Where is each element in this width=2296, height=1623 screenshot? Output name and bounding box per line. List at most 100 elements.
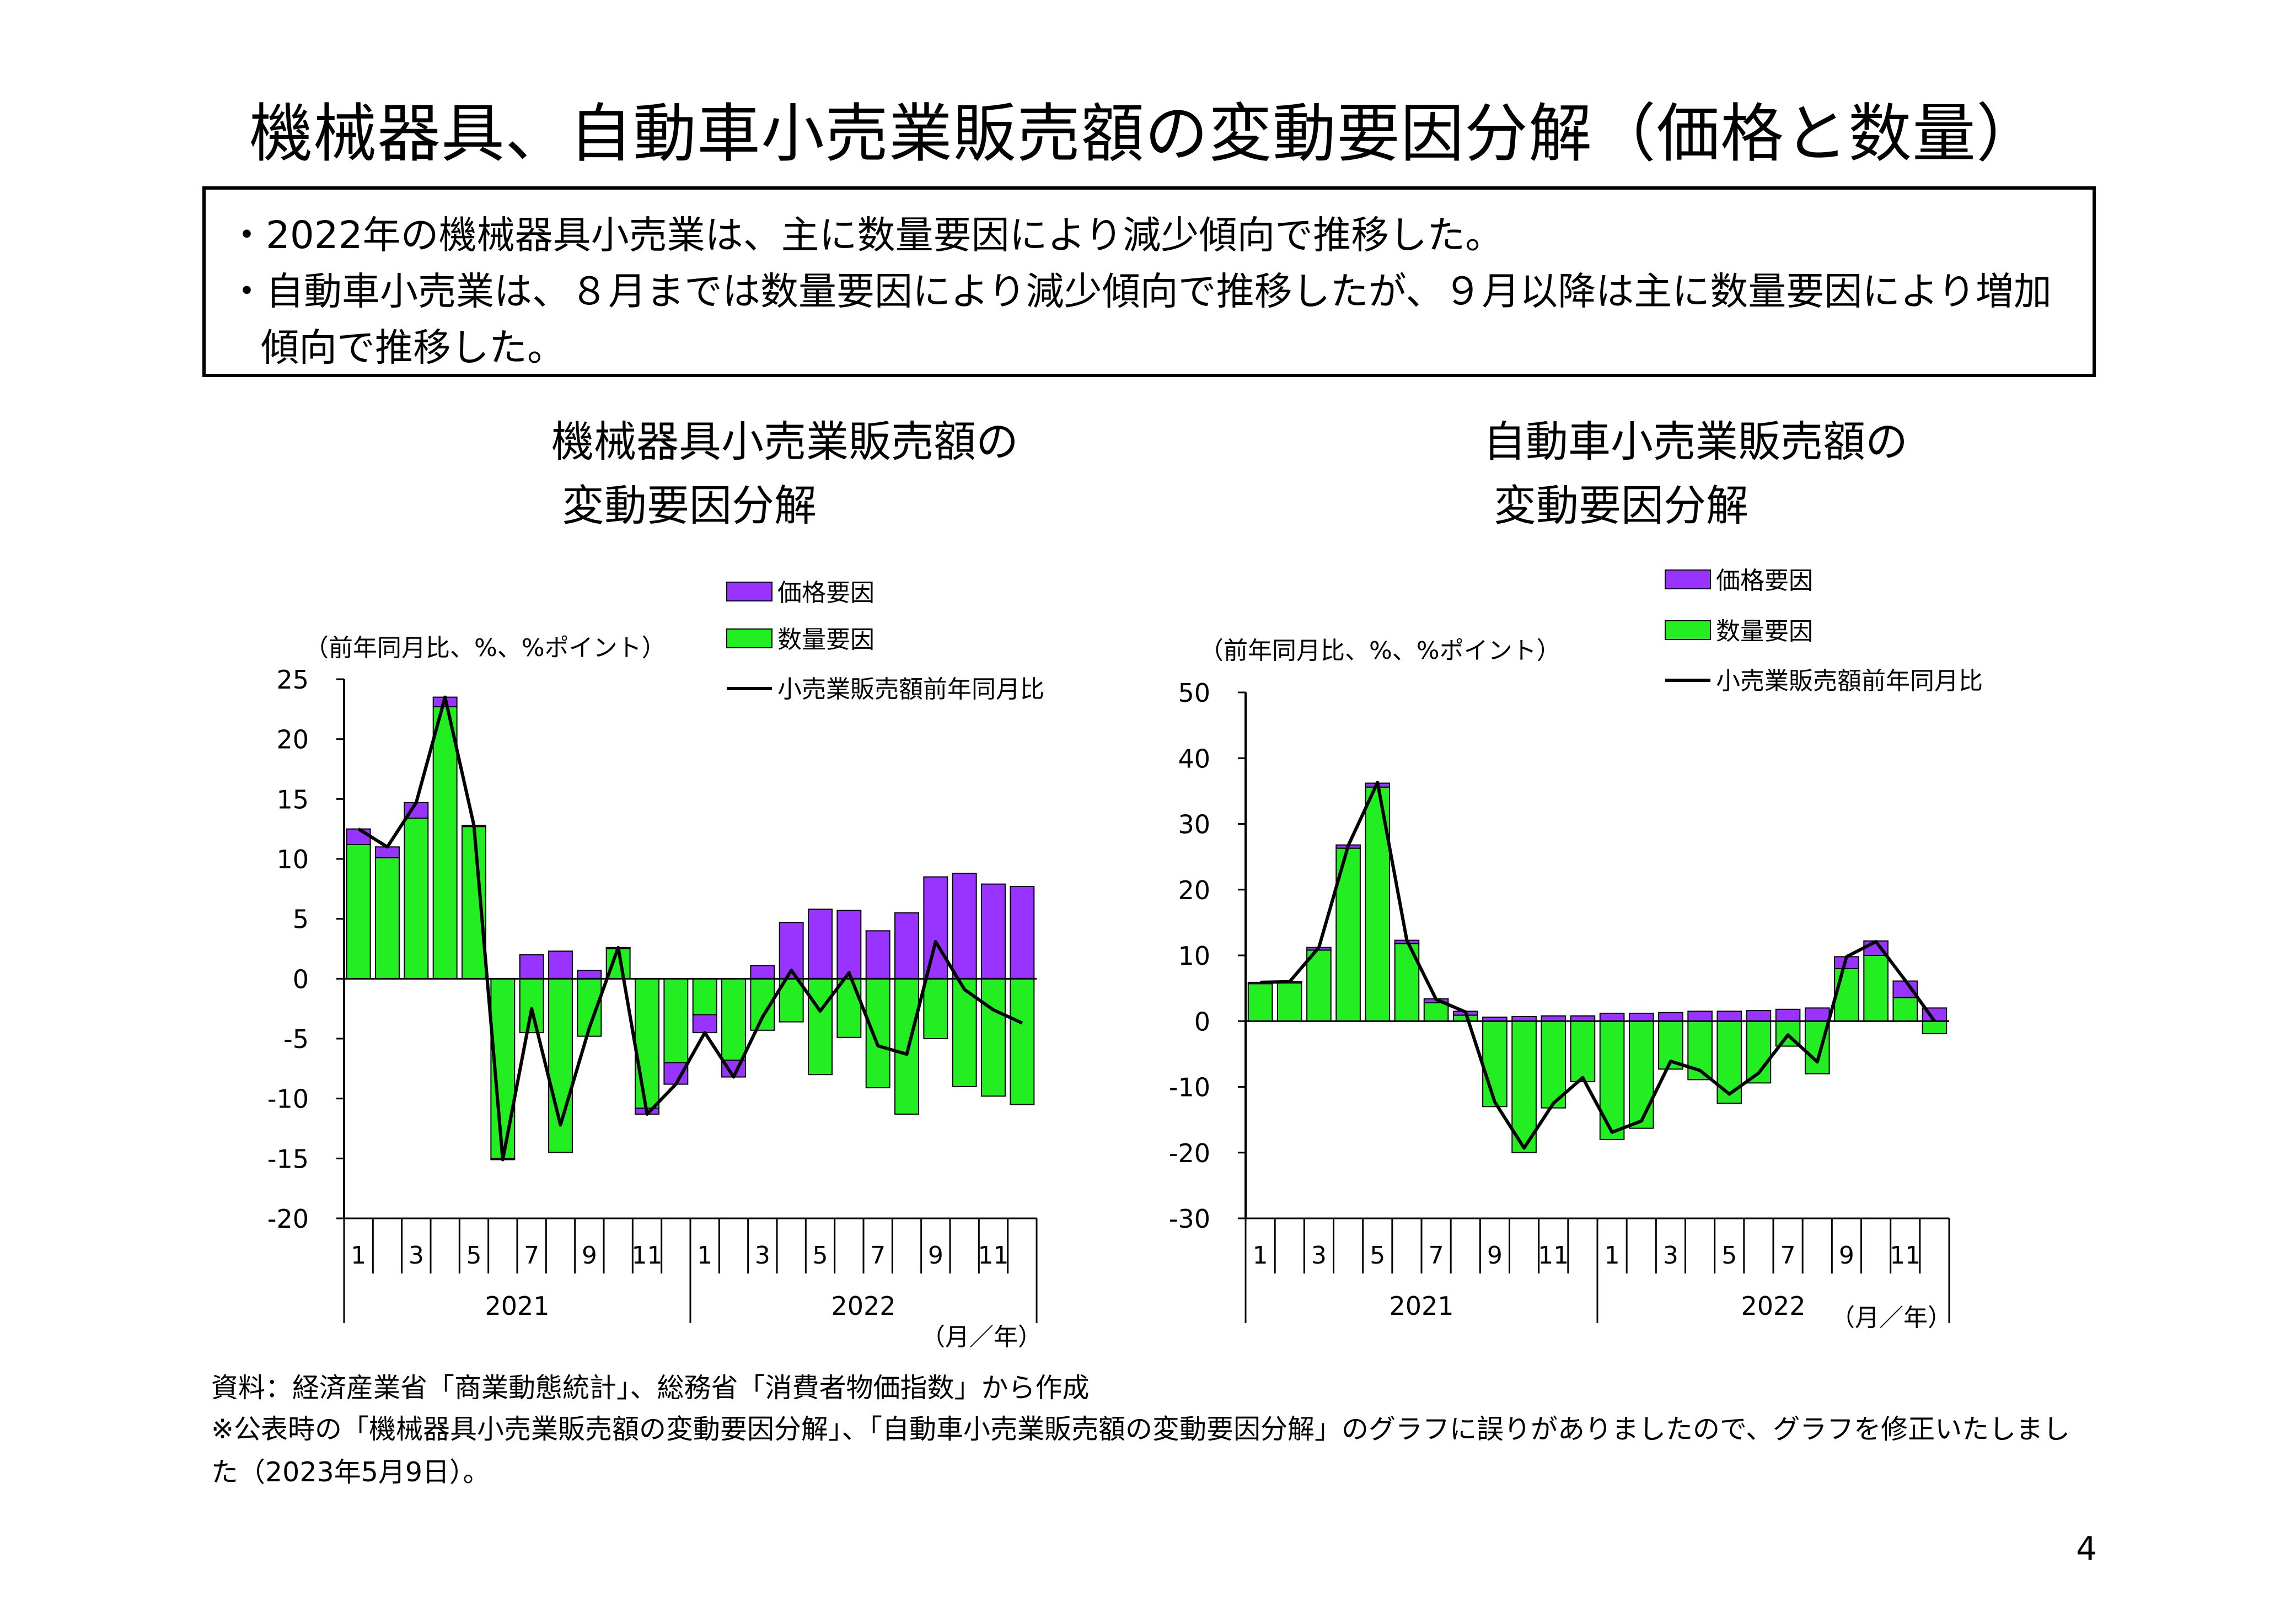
y-tick-label: 50 bbox=[1178, 678, 1210, 708]
y-unit-label: （前年同月比、%、%ポイント） bbox=[1199, 637, 1561, 665]
legend-swatch-price bbox=[726, 582, 773, 601]
x-unit-label: （月／年） bbox=[921, 1323, 1042, 1351]
y-tick-label: 0 bbox=[293, 964, 309, 994]
month-label: 3 bbox=[1663, 1242, 1678, 1270]
bar-quantity bbox=[548, 978, 573, 1153]
bar-price bbox=[346, 828, 371, 845]
bar-quantity bbox=[1010, 978, 1035, 1105]
bar-quantity bbox=[923, 978, 948, 1040]
month-label: 7 bbox=[870, 1242, 886, 1270]
y-tick-label: 25 bbox=[276, 665, 309, 695]
bar-price bbox=[1628, 1012, 1654, 1022]
summary-box: ・2022年の機械器具小売業は、主に数量要因により減少傾向で推移した。 ・自動車… bbox=[202, 186, 2096, 377]
bar-quantity bbox=[1922, 1020, 1948, 1034]
y-tick-label: 40 bbox=[1178, 744, 1210, 773]
bar-price bbox=[1010, 885, 1035, 980]
legend-swatch-quantity bbox=[1665, 620, 1711, 640]
y-tick-label: 10 bbox=[1178, 941, 1210, 971]
bar-quantity bbox=[1599, 1020, 1625, 1140]
correction-note: ※公表時の「機械器具小売業販売額の変動要因分解」、「自動車小売業販売額の変動要因… bbox=[211, 1414, 2070, 1488]
summary-line-3: 傾向で推移した。 bbox=[261, 326, 565, 370]
source-note: 資料：経済産業省「商業動態統計」、総務省「消費者物価指数」から作成 bbox=[211, 1372, 1090, 1404]
y-tick-label: -10 bbox=[1169, 1073, 1210, 1103]
bar-price bbox=[1687, 1011, 1713, 1022]
month-label: 3 bbox=[409, 1242, 424, 1270]
bar-quantity bbox=[663, 978, 689, 1063]
y-tick-label: 15 bbox=[276, 784, 309, 814]
month-label: 9 bbox=[1839, 1242, 1854, 1270]
bar-quantity bbox=[1628, 1020, 1654, 1129]
bar-price bbox=[1599, 1012, 1625, 1022]
bar-quantity bbox=[1276, 982, 1302, 1022]
legend-label: 小売業販売額前年同月比 bbox=[777, 675, 1044, 703]
line-total bbox=[357, 695, 1023, 1162]
bar-quantity bbox=[1511, 1020, 1537, 1153]
bar-quantity bbox=[1716, 1020, 1742, 1104]
year-label: 2021 bbox=[485, 1291, 549, 1321]
y-tick-label: 5 bbox=[293, 905, 309, 934]
chart-right-title-line2: 変動要因分解 bbox=[1494, 482, 1748, 531]
bar-quantity bbox=[404, 818, 429, 980]
bar-quantity bbox=[1423, 1002, 1449, 1022]
y-tick-label: 20 bbox=[276, 725, 309, 755]
bar-quantity bbox=[1541, 1020, 1567, 1109]
bar-price bbox=[519, 954, 544, 980]
bar-quantity bbox=[1570, 1020, 1596, 1082]
month-label: 5 bbox=[466, 1242, 482, 1270]
bar-price bbox=[1716, 1011, 1742, 1022]
month-label: 1 bbox=[351, 1242, 366, 1270]
month-label: 9 bbox=[928, 1242, 943, 1270]
month-label: 3 bbox=[755, 1242, 770, 1270]
year-label: 2022 bbox=[1741, 1291, 1805, 1321]
month-label: 1 bbox=[1253, 1242, 1268, 1270]
y-tick-label: 10 bbox=[276, 845, 309, 874]
y-tick-label: 20 bbox=[1178, 875, 1210, 905]
summary-line-2: ・自動車小売業は、８月までは数量要因により減少傾向で推移したが、９月以降は主に数… bbox=[228, 270, 2052, 314]
month-label: 1 bbox=[1605, 1242, 1620, 1270]
month-label: 11 bbox=[632, 1242, 663, 1270]
y-tick-label: -5 bbox=[283, 1024, 309, 1054]
legend-label: 価格要因 bbox=[777, 579, 875, 607]
bar-quantity bbox=[981, 978, 1006, 1097]
x-unit-label: （月／年） bbox=[1831, 1304, 1952, 1332]
bar-price bbox=[1746, 1010, 1772, 1022]
page-number: 4 bbox=[2076, 1530, 2097, 1568]
bar-quantity bbox=[894, 978, 919, 1115]
month-label: 5 bbox=[813, 1242, 828, 1270]
bar-price bbox=[1804, 1007, 1830, 1022]
month-label: 1 bbox=[697, 1242, 712, 1270]
bar-quantity bbox=[865, 978, 890, 1089]
y-unit-label: （前年同月比、%、%ポイント） bbox=[304, 634, 666, 662]
month-label: 9 bbox=[582, 1242, 597, 1270]
legend-label: 数量要因 bbox=[777, 626, 875, 654]
y-tick-label: -20 bbox=[267, 1204, 309, 1234]
year-label: 2022 bbox=[831, 1291, 895, 1321]
month-label: 11 bbox=[978, 1242, 1009, 1270]
chart-left-title-line2: 変動要因分解 bbox=[562, 482, 817, 531]
bar-quantity bbox=[1863, 955, 1889, 1022]
y-tick-label: -10 bbox=[267, 1084, 309, 1114]
legend-label: 小売業販売額前年同月比 bbox=[1716, 667, 1983, 695]
page-title: 機械器具、自動車小売業販売額の変動要因分解（価格と数量） bbox=[249, 97, 2041, 171]
month-label: 5 bbox=[1370, 1242, 1385, 1270]
legend-label: 価格要因 bbox=[1716, 567, 1813, 595]
month-label: 3 bbox=[1311, 1242, 1327, 1270]
bar-quantity bbox=[1834, 968, 1859, 1022]
summary-line-1: ・2022年の機械器具小売業は、主に数量要因により減少傾向で推移した。 bbox=[228, 213, 1504, 257]
bar-price bbox=[836, 910, 862, 980]
bar-price bbox=[981, 883, 1006, 980]
legend-label: 数量要因 bbox=[1716, 617, 1813, 646]
bar-price bbox=[692, 1014, 717, 1034]
year-label: 2021 bbox=[1389, 1291, 1453, 1321]
bar-quantity bbox=[1482, 1020, 1508, 1108]
line-total bbox=[1260, 781, 1936, 1150]
bar-quantity bbox=[1247, 983, 1273, 1022]
bar-quantity bbox=[808, 978, 833, 1076]
y-tick-label: -15 bbox=[267, 1144, 309, 1174]
month-label: 7 bbox=[1429, 1242, 1444, 1270]
month-label: 5 bbox=[1721, 1242, 1737, 1270]
bar-quantity bbox=[519, 978, 544, 1034]
y-tick-label: 0 bbox=[1194, 1007, 1210, 1036]
bar-quantity bbox=[1658, 1020, 1683, 1070]
